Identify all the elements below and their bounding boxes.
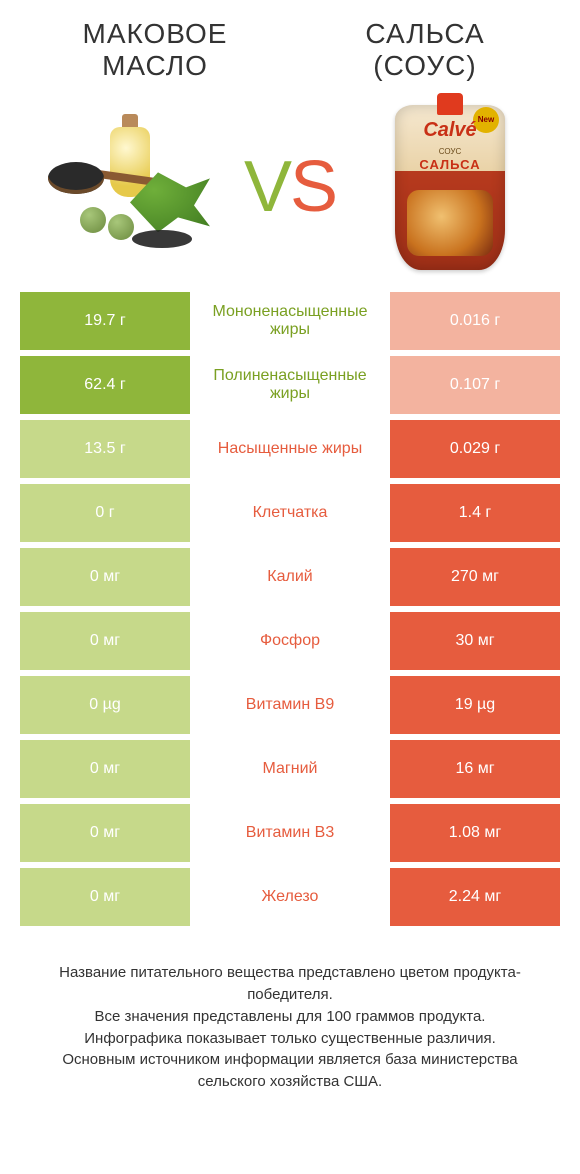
nutrient-label: Железо [190, 868, 390, 926]
nutrient-label: Витамин B3 [190, 804, 390, 862]
left-value-cell: 13.5 г [20, 420, 190, 478]
footer-line: Название питательного вещества представл… [30, 962, 550, 1006]
nutrient-label: Полиненасыщенные жиры [190, 356, 390, 414]
right-value-cell: 0.029 г [390, 420, 560, 478]
table-row: 13.5 гНасыщенные жиры0.029 г [20, 420, 560, 478]
nutrient-label: Витамин B9 [190, 676, 390, 734]
left-value-cell: 0 мг [20, 868, 190, 926]
right-value-cell: 16 мг [390, 740, 560, 798]
nutrient-label: Насыщенные жиры [190, 420, 390, 478]
left-value-cell: 0 мг [20, 804, 190, 862]
right-value-cell: 19 µg [390, 676, 560, 734]
left-value-cell: 0 мг [20, 612, 190, 670]
nutrient-label: Фосфор [190, 612, 390, 670]
left-value-cell: 19.7 г [20, 292, 190, 350]
right-value-cell: 0.107 г [390, 356, 560, 414]
pouch-brand: Calvé [395, 119, 505, 142]
table-row: 62.4 гПолиненасыщенные жиры0.107 г [20, 356, 560, 414]
nutrient-label: Мононенасыщенные жиры [190, 292, 390, 350]
right-value-cell: 1.08 мг [390, 804, 560, 862]
pouch-name: САЛЬСА [395, 157, 505, 172]
vs-v: V [244, 147, 290, 227]
comparison-table: 19.7 гМононенасыщенные жиры0.016 г 62.4 г… [0, 292, 580, 926]
table-row: 19.7 гМононенасыщенные жиры0.016 г [20, 292, 560, 350]
images-row: VS New Calvé СОУС САЛЬСА [0, 92, 580, 292]
right-value-cell: 0.016 г [390, 292, 560, 350]
vs-label: VS [244, 146, 336, 228]
pouch-sub: СОУС [395, 147, 505, 156]
table-row: 0 мгМагний16 мг [20, 740, 560, 798]
salsa-pouch-illustration: New Calvé СОУС САЛЬСА [395, 105, 505, 270]
table-row: 0 мгВитамин B31.08 мг [20, 804, 560, 862]
footer-line: Инфографика показывает только существенн… [30, 1028, 550, 1050]
right-value-cell: 30 мг [390, 612, 560, 670]
footer-line: Основным источником информации является … [30, 1049, 550, 1093]
left-value-cell: 0 µg [20, 676, 190, 734]
nutrient-label: Магний [190, 740, 390, 798]
left-value-cell: 0 г [20, 484, 190, 542]
table-row: 0 мгЖелезо2.24 мг [20, 868, 560, 926]
nutrient-label: Клетчатка [190, 484, 390, 542]
vs-s: S [290, 147, 336, 227]
left-product-image [40, 102, 220, 272]
table-row: 0 гКлетчатка1.4 г [20, 484, 560, 542]
left-value-cell: 0 мг [20, 548, 190, 606]
right-value-cell: 270 мг [390, 548, 560, 606]
footer-line: Все значения представлены для 100 граммо… [30, 1006, 550, 1028]
right-value-cell: 2.24 мг [390, 868, 560, 926]
table-row: 0 мгФосфор30 мг [20, 612, 560, 670]
right-product-image: New Calvé СОУС САЛЬСА [360, 102, 540, 272]
right-value-cell: 1.4 г [390, 484, 560, 542]
left-value-cell: 0 мг [20, 740, 190, 798]
table-row: 0 мгКалий270 мг [20, 548, 560, 606]
table-row: 0 µgВитамин B919 µg [20, 676, 560, 734]
footer-notes: Название питательного вещества представл… [0, 932, 580, 1093]
nutrient-label: Калий [190, 548, 390, 606]
right-product-title: САЛЬСА (СОУС) [310, 18, 540, 82]
left-value-cell: 62.4 г [20, 356, 190, 414]
header: МАКОВОЕ МАСЛО САЛЬСА (СОУС) [0, 0, 580, 92]
poppy-oil-illustration [40, 102, 220, 272]
left-product-title: МАКОВОЕ МАСЛО [40, 18, 270, 82]
